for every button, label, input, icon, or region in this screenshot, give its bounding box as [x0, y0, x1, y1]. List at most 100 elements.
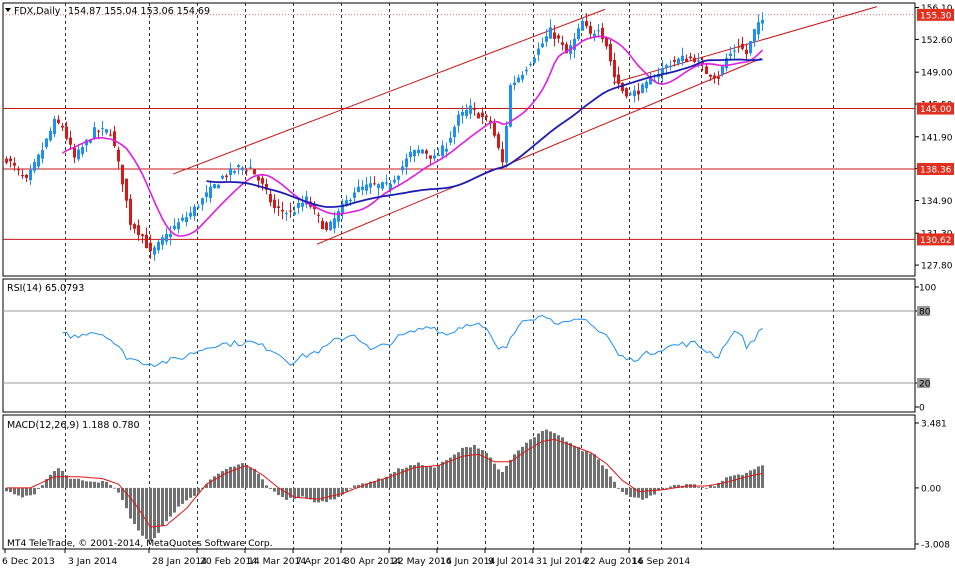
macd-histogram-bar [441, 461, 444, 488]
candle-body [81, 146, 84, 155]
macd-histogram-bar [741, 475, 744, 488]
symbol-menu-triangle-icon[interactable] [5, 8, 11, 12]
time-axis-label: 31 Jul 2014 [536, 556, 588, 567]
candle-body [237, 165, 240, 167]
macd-histogram-bar [465, 446, 468, 488]
macd-histogram-bar [493, 463, 496, 488]
time-axis-label: 16 Jun 2014 [440, 556, 495, 567]
candle-body [329, 221, 332, 231]
macd-histogram-bar [605, 468, 608, 488]
rsi-line [62, 314, 763, 368]
macd-histogram-bar [173, 487, 176, 513]
macd-histogram-bar [433, 467, 436, 488]
macd-histogram-bar [641, 487, 644, 500]
candle-body [33, 162, 36, 171]
candle-body [605, 37, 608, 47]
macd-histogram-bar [461, 447, 464, 488]
macd-histogram-bar [569, 443, 572, 488]
candle-body [761, 19, 764, 24]
macd-histogram-bar [169, 487, 172, 517]
candlestick-series [5, 12, 764, 261]
macd-histogram-bar [721, 480, 724, 488]
macd-histogram-bar [401, 468, 404, 488]
macd-histogram-bar [413, 464, 416, 488]
macd-histogram-bar [341, 487, 344, 495]
symbol-label: FDX,Daily [14, 6, 61, 17]
candle-body [629, 93, 632, 95]
candle-body [697, 60, 700, 62]
macd-histogram-bar [445, 460, 448, 488]
macd-histogram-bar [469, 447, 472, 488]
chart-header: FDX,Daily 154.87 155.04 153.06 154.69 [5, 6, 210, 17]
candle-body [433, 155, 436, 159]
macd-histogram-bar [321, 487, 324, 502]
candle-body [153, 247, 156, 255]
rsi-tick-label: 20 [919, 380, 931, 390]
rsi-axis: 100 80 20 0 [915, 284, 936, 414]
candle-body [265, 183, 268, 190]
candle-body [753, 29, 756, 43]
candle-body [589, 26, 592, 34]
level-tag-text: 130.62 [920, 236, 952, 246]
macd-histogram-bar [5, 487, 8, 492]
macd-histogram-bar [209, 479, 212, 488]
candle-body [249, 167, 252, 169]
candle-body [681, 55, 684, 62]
candle-body [217, 184, 220, 189]
macd-histogram-bar [701, 487, 704, 488]
macd-histogram-bar [377, 478, 380, 488]
macd-histogram-bar [165, 487, 168, 522]
macd-histogram-bar [373, 481, 376, 488]
candle-body [77, 149, 80, 160]
macd-histogram-bar [293, 487, 296, 499]
candle-body [97, 130, 100, 132]
macd-histogram-bar [189, 487, 192, 498]
rsi-pane[interactable]: 100 80 20 0 RSI(14) 65.0793 [2, 278, 936, 414]
macd-histogram-bar [193, 487, 196, 496]
time-axis-label: 6 Dec 2013 [2, 556, 55, 567]
macd-histogram-bar [81, 480, 84, 488]
price-pane[interactable]: 156.10152.60149.00145.50141.90138.40134.… [2, 2, 954, 277]
macd-histogram-bar [453, 454, 456, 488]
candle-body [745, 49, 748, 55]
macd-histogram-bar [525, 442, 528, 488]
macd-histogram-bar [753, 469, 756, 488]
candle-body [213, 184, 216, 188]
candle-body [665, 65, 668, 68]
macd-histogram-bar [421, 465, 424, 488]
macd-histogram-bar [601, 465, 604, 488]
macd-histogram-bar [245, 465, 248, 488]
candle-body [645, 81, 648, 89]
macd-histogram-bar [365, 483, 368, 488]
candle-body [653, 79, 656, 81]
candle-body [137, 225, 140, 236]
macd-histogram-bar [329, 487, 332, 500]
macd-pane[interactable]: 3.481 0.00 -3.008 MACD(12,26,9) 1.188 0.78… [2, 414, 950, 551]
macd-histogram-bar [617, 487, 620, 489]
candle-body [609, 43, 612, 62]
candle-body [53, 118, 56, 135]
candle-body [193, 206, 196, 217]
macd-histogram-bar [333, 487, 336, 500]
macd-histogram-bar [25, 487, 28, 496]
candle-body [449, 137, 452, 143]
macd-histogram-bar [497, 469, 500, 488]
candle-body [325, 222, 328, 230]
macd-histogram-bar [369, 481, 372, 488]
candle-body [481, 112, 484, 118]
candle-body [565, 44, 568, 54]
macd-histogram-bar [345, 487, 348, 492]
time-axis-label: 22 Aug 2014 [584, 556, 643, 567]
macd-histogram-bar [41, 485, 44, 488]
time-axis-label: 30 Apr 2014 [344, 556, 401, 567]
macd-histogram-bar [541, 430, 544, 488]
rsi-level-tag-bg [917, 378, 930, 388]
macd-histogram-bar [481, 450, 484, 488]
candle-body [425, 150, 428, 154]
candle-body [289, 210, 292, 212]
macd-histogram-bar [757, 466, 760, 488]
macd-tick-label: 3.481 [921, 420, 947, 430]
candle-body [473, 108, 476, 110]
macd-histogram-bar [205, 484, 208, 488]
